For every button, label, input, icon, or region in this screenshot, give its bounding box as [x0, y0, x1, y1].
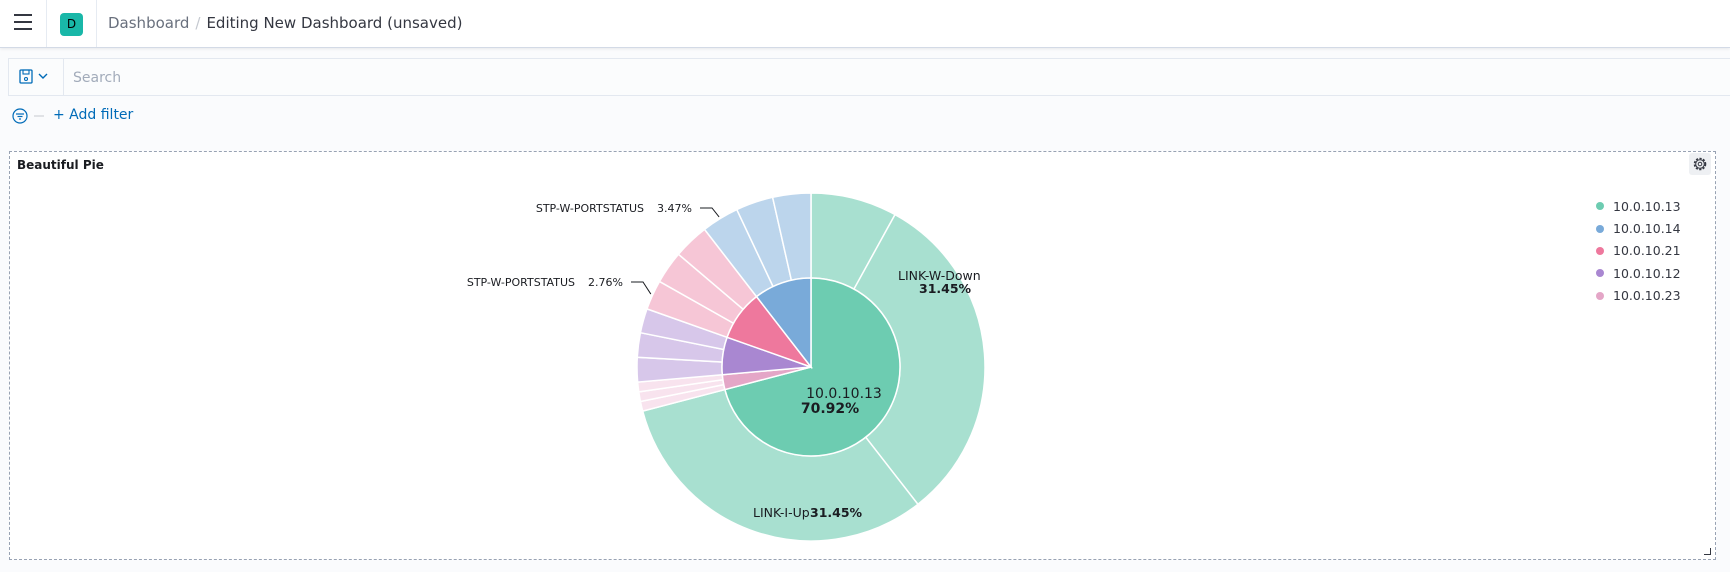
hamburger-icon[interactable]: [14, 14, 32, 30]
breadcrumb-separator: /: [195, 14, 201, 32]
legend-label: 10.0.10.21: [1613, 243, 1681, 259]
breadcrumb: Dashboard / Editing New Dashboard (unsaved…: [108, 14, 462, 32]
legend-dot-icon: [1596, 269, 1604, 278]
divider: [46, 0, 47, 47]
slice-pct-label: 31.45%: [810, 505, 863, 520]
resize-handle[interactable]: [1704, 548, 1711, 555]
inner-slice-10.0.10.14[interactable]: [755, 277, 812, 370]
legend-label: 10.0.10.12: [1613, 265, 1681, 281]
breadcrumb-current: Editing New Dashboard (unsaved): [206, 14, 463, 32]
center-pct-label: 70.92%: [801, 401, 859, 417]
add-filter-button[interactable]: + Add filter: [53, 107, 134, 123]
legend-dot-icon: [1596, 224, 1604, 233]
slice-label: LINK-W-Down: [898, 268, 981, 283]
label-leader-line: [700, 207, 720, 218]
legend-dot-icon: [1596, 202, 1604, 211]
legend-label: 10.0.10.23: [1613, 288, 1681, 304]
legend-dot-icon: [1596, 291, 1604, 300]
legend-item[interactable]: 10.0.10.14: [1596, 217, 1681, 239]
chart-legend: 10.0.10.13 10.0.10.14 10.0.10.21 10.0.10.12…: [1596, 195, 1681, 307]
top-header: D Dashboard / Editing New Dashboard (unsav…: [0, 0, 1730, 48]
filter-icon[interactable]: [11, 107, 51, 127]
legend-item[interactable]: 10.0.10.23: [1596, 285, 1681, 307]
legend-item[interactable]: 10.0.10.12: [1596, 262, 1681, 284]
panel-options-button[interactable]: [1689, 153, 1711, 175]
panel-title: Beautiful Pie: [17, 158, 104, 172]
search-input[interactable]: [71, 59, 1675, 97]
legend-label: 10.0.10.13: [1613, 198, 1681, 214]
inner-slice-10.0.10.13[interactable]: [723, 277, 901, 457]
legend-dot-icon: [1596, 246, 1604, 255]
space-avatar[interactable]: D: [60, 13, 83, 36]
label-leader-line: [631, 281, 652, 295]
slice-pct-label: 31.45%: [919, 281, 972, 296]
save-icon: [19, 69, 48, 84]
slice-label: STP-W-PORTSTATUS: [536, 202, 644, 215]
slice-pct-label: 2.76%: [588, 276, 623, 289]
breadcrumb-dashboard[interactable]: Dashboard: [108, 14, 190, 32]
legend-item[interactable]: 10.0.10.13: [1596, 195, 1681, 217]
query-bar: [8, 58, 1730, 97]
slice-label: STP-W-PORTSTATUS: [467, 276, 575, 289]
gear-icon: [1693, 157, 1707, 171]
center-label: 10.0.10.13: [806, 386, 882, 402]
legend-label: 10.0.10.14: [1613, 221, 1681, 237]
saved-query-button[interactable]: [9, 59, 64, 95]
legend-item[interactable]: 10.0.10.21: [1596, 240, 1681, 262]
slice-pct-label: 3.47%: [657, 202, 692, 215]
divider: [96, 0, 97, 47]
slice-label: LINK-I-Up: [753, 505, 810, 520]
